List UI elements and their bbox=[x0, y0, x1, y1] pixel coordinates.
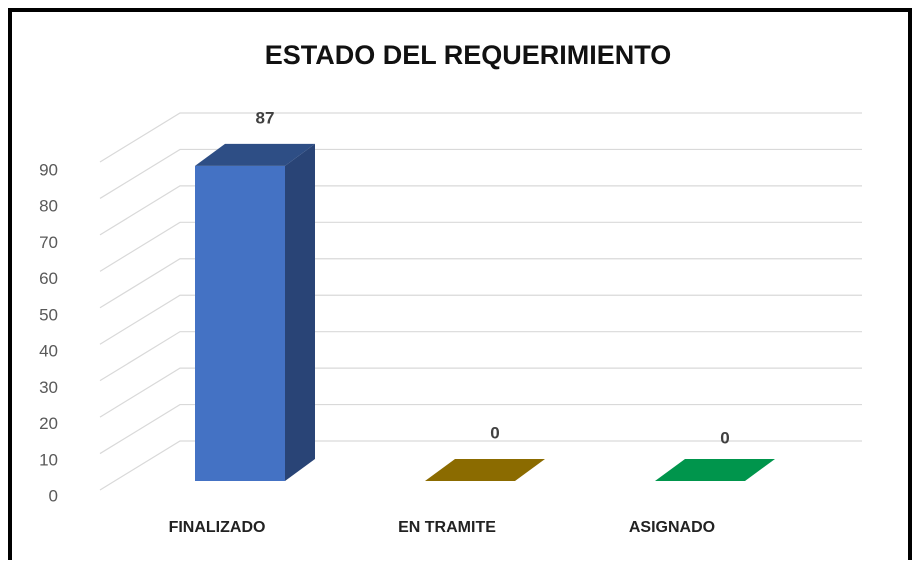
bar bbox=[425, 459, 545, 481]
grid-line bbox=[99, 221, 862, 272]
grid-line bbox=[99, 367, 862, 418]
y-tick-label: 90 bbox=[39, 160, 58, 179]
y-tick-label: 80 bbox=[39, 197, 58, 216]
bar-face bbox=[425, 459, 545, 481]
y-tick-label: 10 bbox=[39, 450, 58, 469]
grid-line bbox=[99, 148, 862, 199]
bar-face bbox=[195, 143, 315, 166]
grid-line bbox=[99, 403, 862, 455]
grid-line bbox=[99, 440, 862, 491]
grid-line bbox=[99, 258, 862, 309]
data-label: 87 bbox=[256, 108, 275, 127]
data-label: 0 bbox=[490, 423, 499, 442]
grid-line bbox=[99, 112, 862, 163]
data-label: 0 bbox=[720, 428, 729, 447]
y-tick-label: 30 bbox=[39, 378, 58, 397]
y-tick-label: 40 bbox=[39, 342, 58, 361]
y-tick-label: 0 bbox=[49, 486, 58, 505]
x-tick-label: FINALIZADO bbox=[169, 519, 266, 536]
chart-title: ESTADO DEL REQUERIMIENTO bbox=[265, 40, 672, 70]
bar bbox=[195, 143, 315, 481]
bar-face bbox=[285, 143, 315, 481]
bar bbox=[655, 459, 775, 481]
grid-line bbox=[99, 331, 862, 382]
bar-face bbox=[655, 459, 775, 481]
y-tick-label: 60 bbox=[39, 269, 58, 288]
x-tick-label: ASIGNADO bbox=[629, 519, 715, 536]
y-tick-label: 20 bbox=[39, 414, 58, 433]
bar-face bbox=[195, 165, 285, 481]
x-tick-label: EN TRAMITE bbox=[398, 519, 496, 536]
y-tick-label: 50 bbox=[39, 305, 58, 324]
y-tick-label: 70 bbox=[39, 233, 58, 252]
grid-line bbox=[99, 294, 862, 345]
grid-line bbox=[99, 185, 862, 236]
